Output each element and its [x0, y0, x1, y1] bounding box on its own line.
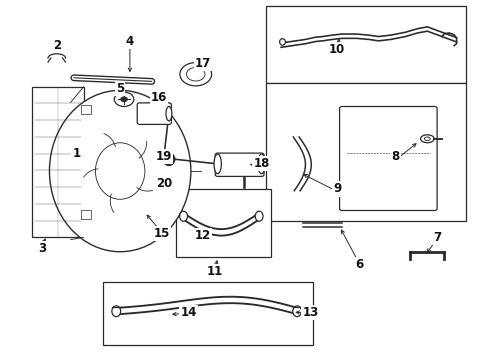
Ellipse shape — [95, 143, 144, 199]
Bar — [32, 87, 83, 237]
Text: 6: 6 — [354, 258, 363, 271]
Text: 19: 19 — [156, 150, 172, 163]
Text: 14: 14 — [180, 306, 196, 319]
Ellipse shape — [112, 306, 121, 317]
Ellipse shape — [257, 154, 264, 174]
Text: 11: 11 — [207, 265, 223, 278]
Bar — [81, 210, 91, 219]
Bar — [266, 83, 466, 221]
Text: 10: 10 — [328, 42, 345, 55]
Bar — [176, 189, 271, 257]
Text: 16: 16 — [151, 91, 167, 104]
Bar — [81, 105, 91, 114]
Text: 9: 9 — [332, 183, 341, 195]
Text: 15: 15 — [153, 227, 169, 240]
FancyBboxPatch shape — [137, 103, 171, 125]
Text: 20: 20 — [156, 177, 172, 190]
Ellipse shape — [292, 306, 301, 317]
Ellipse shape — [180, 63, 211, 86]
FancyBboxPatch shape — [215, 153, 264, 176]
Text: 7: 7 — [432, 231, 440, 244]
Ellipse shape — [424, 137, 429, 140]
Ellipse shape — [165, 107, 171, 121]
Circle shape — [114, 92, 134, 107]
Text: 1: 1 — [72, 147, 80, 159]
Ellipse shape — [186, 67, 204, 81]
Ellipse shape — [179, 211, 187, 221]
Bar — [266, 6, 466, 83]
Text: 17: 17 — [195, 57, 211, 70]
FancyBboxPatch shape — [339, 107, 436, 211]
Ellipse shape — [163, 153, 174, 165]
Ellipse shape — [49, 90, 190, 252]
Text: 4: 4 — [125, 35, 134, 49]
Text: 18: 18 — [253, 157, 269, 170]
Text: 8: 8 — [391, 150, 399, 163]
Ellipse shape — [214, 154, 221, 174]
Text: 13: 13 — [302, 306, 318, 319]
Text: 2: 2 — [53, 39, 61, 52]
Ellipse shape — [255, 211, 263, 221]
Bar — [103, 282, 312, 345]
Text: 5: 5 — [116, 82, 124, 95]
Circle shape — [121, 97, 127, 102]
Text: 12: 12 — [195, 229, 211, 242]
Ellipse shape — [279, 39, 285, 45]
Text: 3: 3 — [38, 242, 46, 255]
Ellipse shape — [420, 135, 433, 143]
